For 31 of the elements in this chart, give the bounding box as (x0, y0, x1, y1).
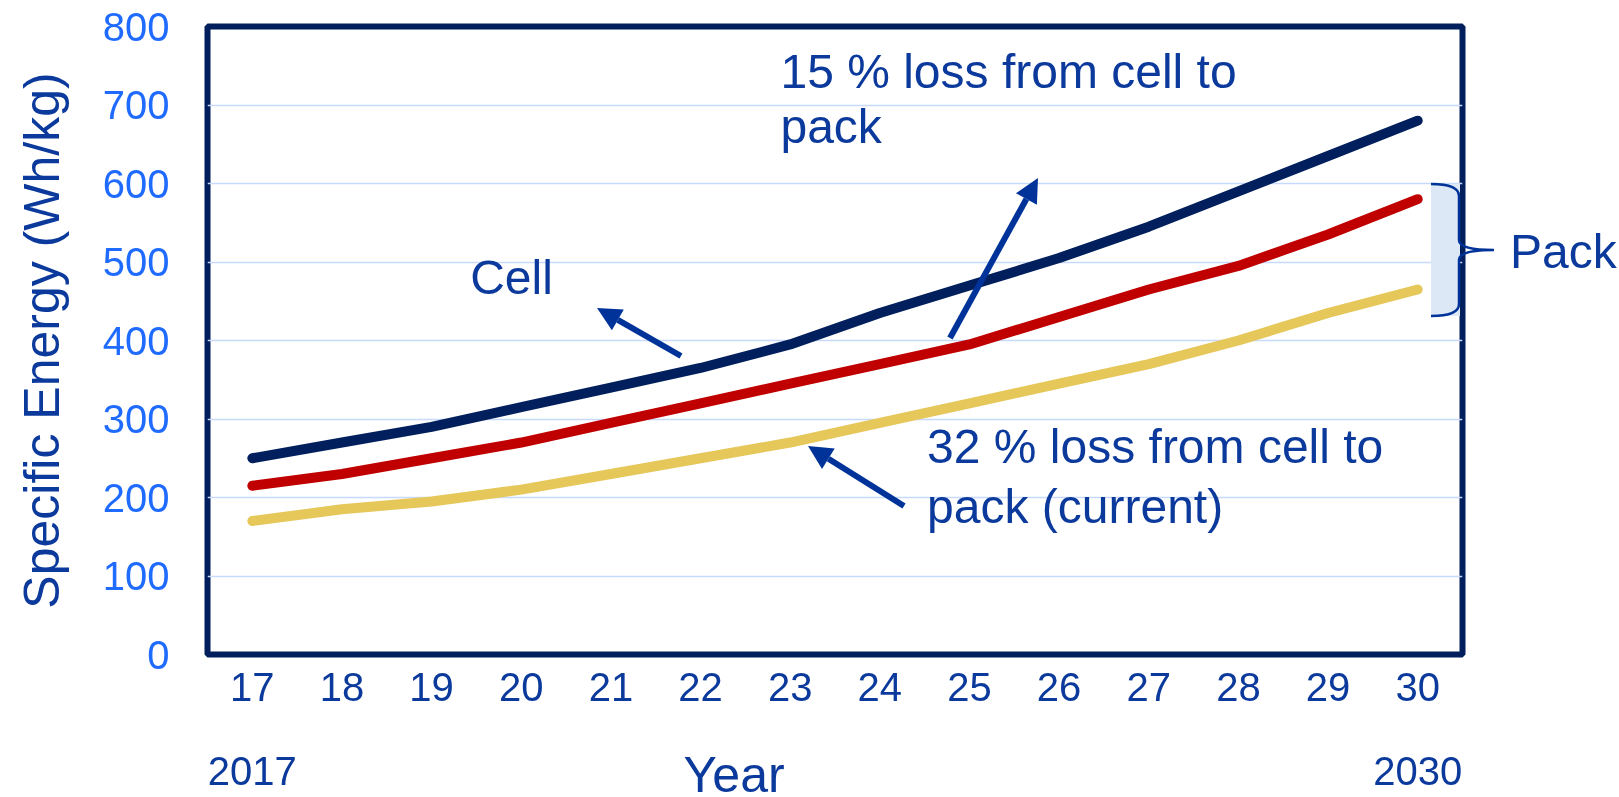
x-tick-label: 29 (1305, 664, 1351, 709)
y-tick-label: 300 (102, 397, 170, 441)
text: Pack (1510, 225, 1617, 279)
x-tick-label: 26 (1036, 664, 1082, 709)
x-tick-label: 19 (409, 664, 454, 709)
x2-tick-label: 2017 (207, 748, 297, 793)
x-tick-label: 27 (1126, 664, 1171, 709)
y-tick-label: 800 (102, 4, 170, 49)
y-tick-label: 400 (102, 318, 170, 363)
y-tick-label: 500 (102, 240, 170, 284)
x-tick-label: 17 (230, 664, 275, 709)
annotation: Cell (470, 251, 553, 305)
x-axis-title: Year (683, 747, 785, 797)
x-tick-label: 20 (499, 664, 544, 709)
y-axis-title: Specific Energy (Wh/kg) (13, 72, 70, 609)
y-tick-label: 0 (147, 632, 170, 677)
y-tick-label: 100 (102, 554, 170, 598)
x-tick-label: 21 (588, 664, 634, 709)
y-tick-label: 200 (102, 475, 170, 520)
x-tick-label: 28 (1216, 664, 1261, 709)
x-tick-label: 25 (947, 664, 992, 709)
x-tick-label: 23 (767, 664, 813, 709)
annotation: 15 % loss from cell to pack (780, 45, 1237, 154)
y-tick-label: 700 (102, 83, 170, 127)
x-tick-label: 22 (678, 664, 723, 709)
x-tick-label: 24 (857, 664, 903, 709)
y-tick-label: 600 (102, 161, 170, 206)
annotation: 32 % loss from cell to pack (current) (927, 420, 1384, 534)
x2-tick-label: 2030 (1373, 748, 1463, 793)
x-tick-label: 30 (1395, 664, 1440, 709)
x-tick-label: 18 (319, 664, 365, 709)
